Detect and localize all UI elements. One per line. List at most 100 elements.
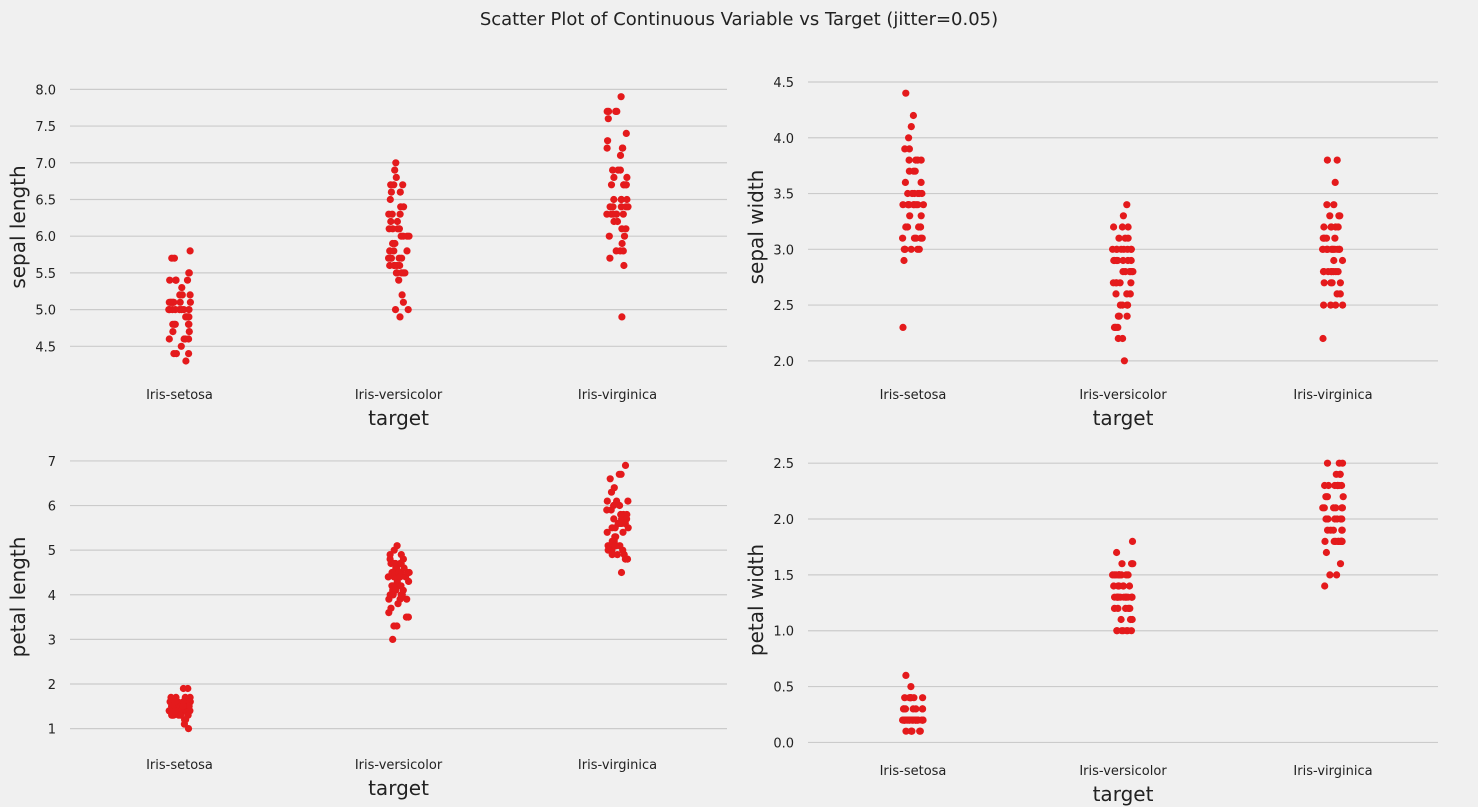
data-point (391, 306, 400, 314)
data-point (901, 145, 909, 153)
data-point (609, 166, 617, 174)
data-point (384, 573, 392, 581)
data-point (1116, 301, 1124, 309)
data-point (1110, 223, 1118, 231)
data-point (1118, 560, 1126, 568)
data-point (1127, 279, 1135, 287)
data-point (1124, 301, 1132, 309)
y-tick-label: 2.5 (773, 457, 794, 472)
data-point (1330, 268, 1338, 276)
data-point (180, 335, 188, 343)
y-tick-label: 6 (48, 500, 56, 515)
x-tick-label: Iris-versicolor (1079, 764, 1167, 779)
data-point (172, 276, 180, 284)
data-point (1336, 290, 1344, 298)
data-point (917, 212, 925, 220)
data-point (170, 350, 178, 358)
data-point (1328, 279, 1336, 287)
data-point (610, 195, 618, 204)
data-point (165, 335, 173, 343)
data-point (1326, 212, 1334, 220)
data-point (1115, 234, 1123, 242)
data-point (899, 201, 907, 209)
data-point (1119, 256, 1127, 265)
data-point (906, 212, 914, 220)
data-point (1332, 470, 1340, 478)
data-point (395, 225, 403, 233)
data-point (390, 559, 398, 568)
data-point (176, 298, 184, 306)
data-point (902, 671, 910, 680)
data-point (1333, 571, 1341, 579)
data-point (393, 269, 401, 277)
data-point (1119, 268, 1127, 276)
data-point (1323, 201, 1331, 209)
data-point (183, 276, 192, 284)
y-tick-label: 5 (48, 544, 56, 559)
data-point (1114, 312, 1122, 320)
data-point (1119, 582, 1127, 590)
data-point (1332, 504, 1340, 512)
data-point (917, 156, 925, 164)
data-point (1323, 156, 1331, 164)
data-point (619, 528, 627, 536)
data-point (606, 475, 614, 483)
data-point (617, 195, 625, 204)
series-Iris-virginica (1319, 459, 1347, 590)
data-point (1114, 582, 1122, 590)
y-axis-label: petal width (744, 544, 768, 656)
data-point (166, 276, 174, 284)
data-point (1338, 256, 1347, 265)
data-point (1320, 223, 1328, 231)
data-point (1112, 290, 1120, 298)
data-point (1120, 593, 1128, 601)
data-point (1322, 548, 1330, 557)
data-point (390, 247, 398, 255)
data-point (899, 323, 907, 331)
data-point (610, 515, 618, 523)
data-point (613, 497, 621, 505)
data-point (184, 313, 192, 321)
data-point (1122, 604, 1130, 613)
data-point (385, 254, 393, 262)
data-point (613, 217, 622, 226)
data-point (912, 156, 920, 164)
data-point (902, 727, 910, 735)
data-point (1128, 537, 1137, 546)
data-point (621, 519, 629, 528)
data-point (395, 276, 403, 284)
data-point (389, 239, 397, 248)
data-point (396, 313, 404, 321)
y-tick-label: 5.0 (35, 304, 56, 319)
data-point (611, 524, 619, 532)
data-point (1339, 301, 1347, 309)
data-point (1128, 560, 1136, 568)
data-point (1113, 548, 1121, 557)
data-point (170, 254, 178, 262)
figure-title: Scatter Plot of Continuous Variable vs T… (480, 9, 998, 30)
data-point (905, 134, 913, 142)
data-point (619, 210, 627, 218)
data-point (1330, 201, 1338, 209)
data-point (186, 247, 194, 255)
data-point (1331, 515, 1339, 523)
data-point (1319, 268, 1328, 276)
x-tick-label: Iris-setosa (146, 388, 213, 403)
y-tick-label: 7.5 (35, 120, 56, 135)
data-point (1338, 537, 1346, 546)
data-point (186, 707, 194, 715)
data-point (621, 555, 630, 563)
data-point (398, 291, 406, 299)
data-point (621, 461, 630, 469)
x-tick-label: Iris-versicolor (355, 388, 443, 403)
y-tick-label: 2.0 (773, 355, 794, 370)
data-point (905, 201, 913, 209)
data-point (1335, 212, 1343, 220)
y-tick-label: 0.5 (773, 681, 794, 696)
data-point (1110, 323, 1119, 331)
data-point (1336, 560, 1345, 568)
data-point (1128, 615, 1136, 624)
data-point (167, 298, 175, 306)
data-point (171, 707, 179, 715)
